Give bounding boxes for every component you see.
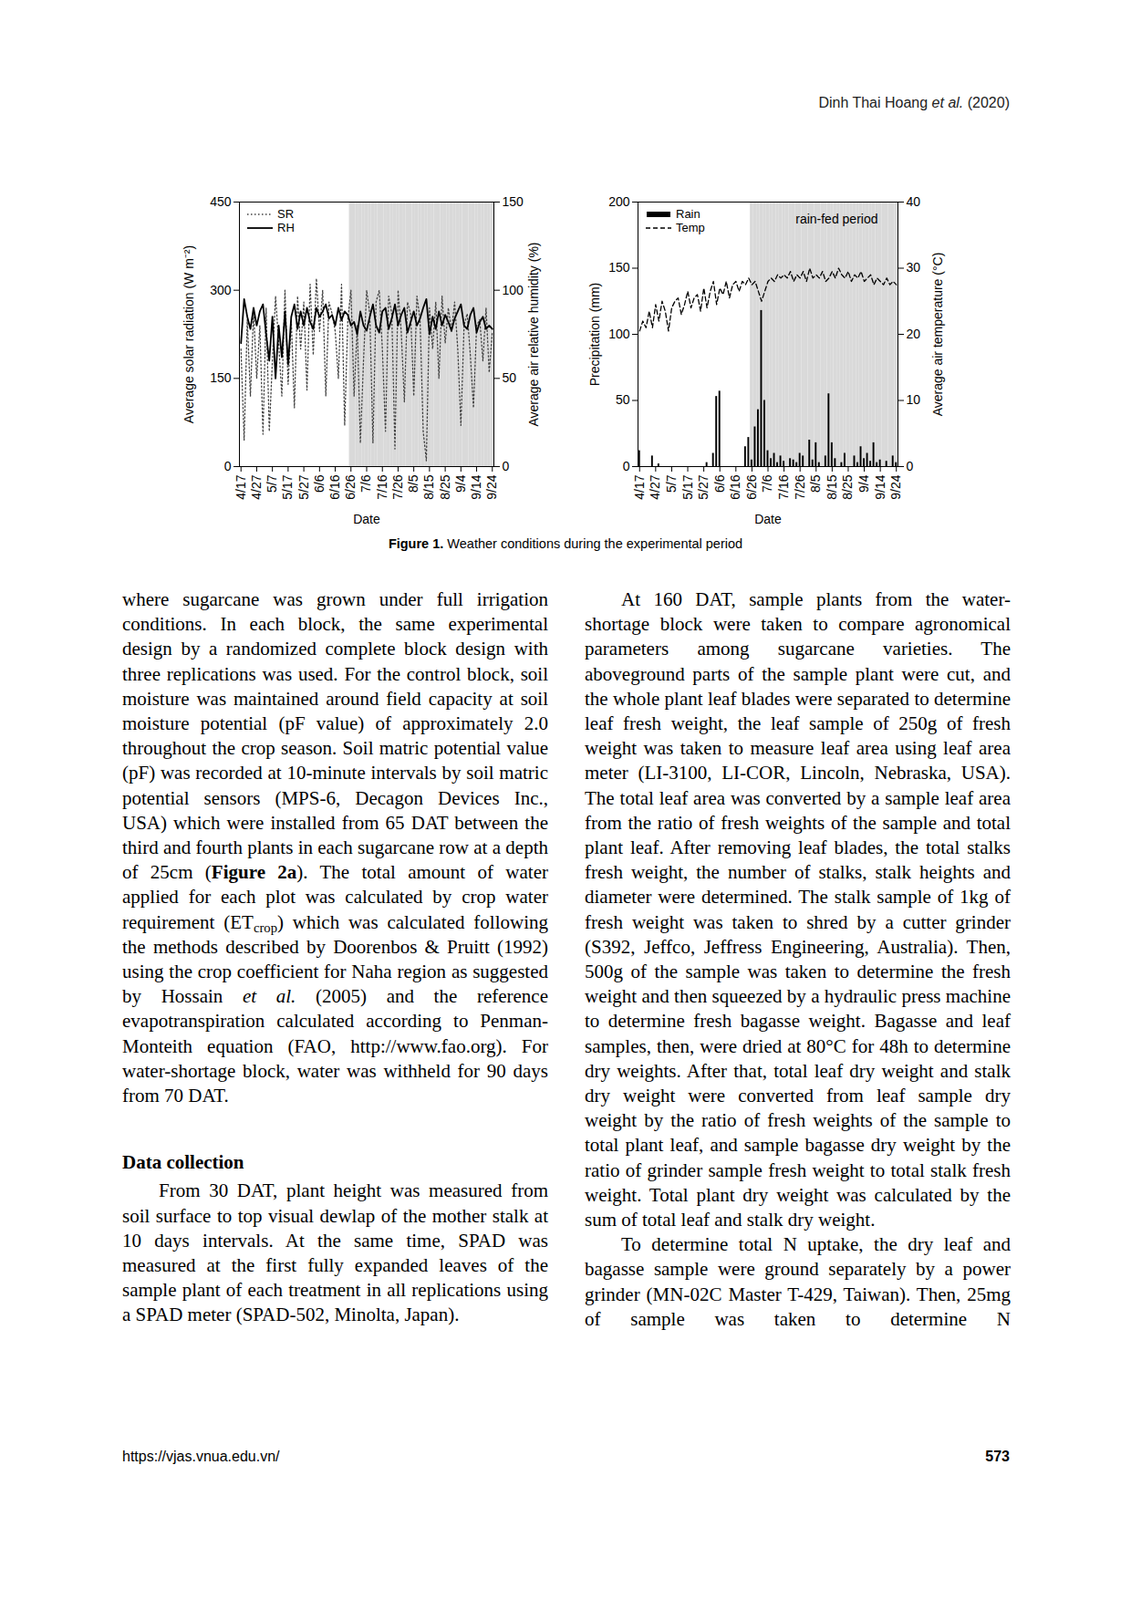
html-text:RH: RH (277, 220, 295, 235)
svg-text:200: 200 (608, 194, 631, 209)
svg-text:7/26: 7/26 (390, 474, 405, 499)
svg-text:7/6: 7/6 (358, 474, 374, 493)
svg-text:6/26: 6/26 (744, 474, 759, 499)
svg-text:9/24: 9/24 (484, 474, 499, 499)
svg-text:5/17: 5/17 (280, 474, 295, 499)
svg-text:7/26: 7/26 (792, 474, 808, 499)
svg-text:9/14: 9/14 (468, 474, 484, 499)
svg-text:50: 50 (615, 392, 631, 407)
svg-text:100: 100 (502, 282, 525, 298)
svg-text:5/7: 5/7 (664, 474, 679, 493)
svg-text:150: 150 (209, 370, 232, 385)
svg-text:40: 40 (906, 194, 922, 209)
html-text:https://vjas.vnua.edu.vn/: https://vjas.vnua.edu.vn/ (122, 1448, 280, 1464)
html-text:573: 573 (985, 1448, 1010, 1464)
svg-text:450: 450 (209, 194, 232, 209)
svg-text:5/27: 5/27 (296, 474, 312, 499)
svg-text:4/17: 4/17 (632, 474, 647, 499)
svg-text:150: 150 (608, 259, 631, 275)
svg-text:9/4: 9/4 (856, 474, 872, 493)
svg-text:20: 20 (906, 326, 922, 342)
svg-text:9/14: 9/14 (872, 474, 888, 499)
svg-text:7/16: 7/16 (776, 474, 791, 499)
html-text:To determine total N uptake, t: To determine total N uptake, the dry lea… (584, 1233, 1011, 1330)
html-text:SR: SR (277, 207, 294, 221)
svg-text:50: 50 (502, 370, 518, 385)
svg-text:6/16: 6/16 (727, 474, 743, 499)
svg-text:5/7: 5/7 (264, 474, 280, 493)
svg-text:0: 0 (224, 458, 232, 474)
svg-text:6/26: 6/26 (342, 474, 358, 499)
html-text:Figure 1. Weather conditions d: Figure 1. Weather conditions during the … (388, 536, 743, 551)
svg-text:6/6: 6/6 (311, 474, 327, 493)
svg-text:Average air relative humidity: Average air relative humidity (%) (526, 241, 541, 426)
html-text:Data collection: Data collection (122, 1151, 244, 1174)
svg-text:4/27: 4/27 (249, 474, 264, 499)
svg-text:8/25: 8/25 (437, 474, 453, 499)
svg-text:4/17: 4/17 (233, 474, 249, 499)
svg-text:100: 100 (608, 326, 631, 342)
svg-text:4/27: 4/27 (647, 474, 663, 499)
svg-text:10: 10 (906, 392, 922, 407)
svg-text:8/25: 8/25 (840, 474, 855, 499)
html-text:Dinh Thai Hoang et al. (2020): Dinh Thai Hoang et al. (2020) (818, 94, 1010, 111)
html-text:Temp: Temp (675, 220, 705, 235)
html-text:From 30 DAT, plant height was: From 30 DAT, plant height was measured f… (122, 1179, 549, 1326)
svg-text:Average air temperature (°C): Average air temperature (°C) (930, 252, 945, 417)
svg-text:8/5: 8/5 (808, 474, 823, 493)
svg-text:6/16: 6/16 (327, 474, 343, 499)
svg-text:Date: Date (352, 511, 381, 527)
svg-text:5/27: 5/27 (695, 474, 711, 499)
svg-text:8/5: 8/5 (405, 474, 421, 493)
html-text:Rain: Rain (675, 207, 701, 221)
svg-text:8/15: 8/15 (824, 474, 840, 499)
svg-text:0: 0 (622, 458, 631, 474)
svg-text:Precipitation (mm): Precipitation (mm) (587, 282, 602, 387)
html-text:where sugarcane was grown unde: where sugarcane was grown under full irr… (122, 588, 549, 1107)
svg-text:7/16: 7/16 (374, 474, 390, 499)
svg-text:0: 0 (502, 458, 510, 474)
svg-text:6/6: 6/6 (712, 474, 727, 493)
svg-text:300: 300 (209, 282, 232, 298)
svg-text:30: 30 (906, 259, 922, 275)
svg-text:rain-fed period: rain-fed period (795, 211, 878, 227)
svg-text:0: 0 (906, 458, 914, 474)
svg-text:150: 150 (502, 194, 525, 209)
svg-text:Average solar radiation (W m⁻²: Average solar radiation (W m⁻²) (181, 245, 197, 424)
svg-text:Date: Date (754, 511, 782, 527)
svg-text:9/4: 9/4 (453, 474, 468, 493)
svg-text:5/17: 5/17 (680, 474, 696, 499)
svg-text:9/24: 9/24 (888, 474, 903, 499)
svg-text:7/6: 7/6 (759, 474, 775, 493)
html-text:At 160 DAT, sample plants from: At 160 DAT, sample plants from the water… (584, 588, 1011, 1231)
svg-text:8/15: 8/15 (421, 474, 436, 499)
